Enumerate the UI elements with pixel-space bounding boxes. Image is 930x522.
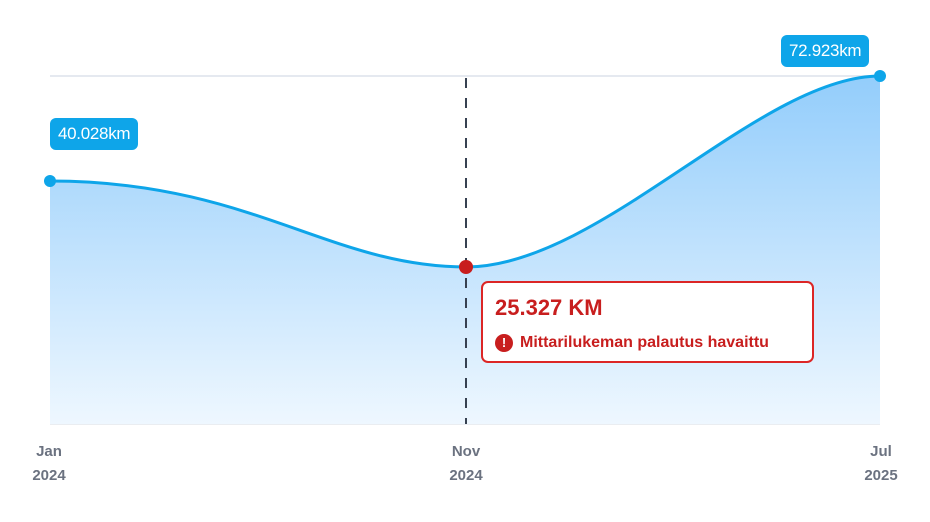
x-tick-label: Nov 2024 [449,443,483,484]
data-point [44,175,56,187]
data-point [874,70,886,82]
data-label-start: 40.028km [50,118,139,150]
alert-value: 25.327 KM [495,295,603,320]
alert-point [459,260,473,274]
data-label-end: 72.923km [781,35,870,67]
exclamation-circle-icon: ! [495,334,513,352]
alert-message: Mittarilukeman palautus havaittu [520,334,769,351]
x-tick-label: Jan 2024 [32,443,66,484]
odometer-rollback-alert: 25.327 KM ! Mittarilukeman palautus havai… [481,281,814,363]
area-fill [50,76,880,424]
x-tick-label: Jul 2025 [864,443,898,484]
